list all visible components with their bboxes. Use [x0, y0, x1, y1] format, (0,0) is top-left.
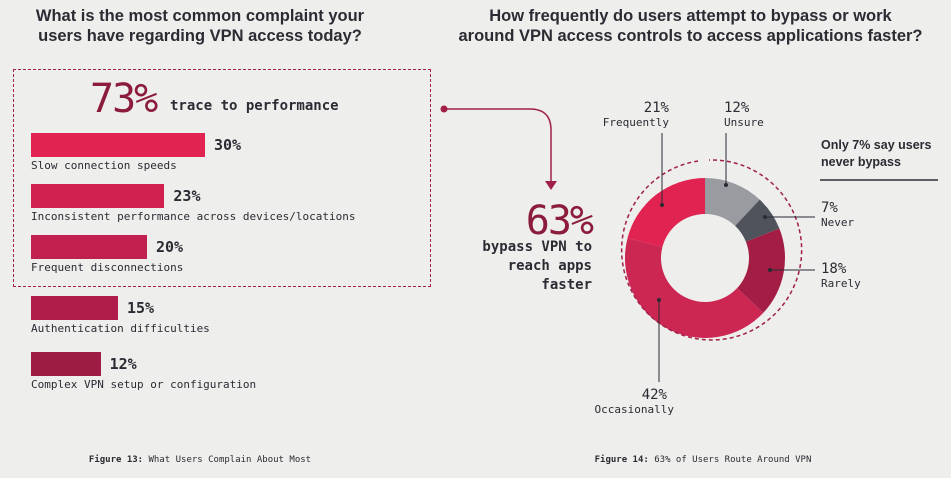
label-occasionally-pct: 42% [641, 387, 667, 403]
donut-slice-rarely [737, 228, 785, 313]
connector-arrow [545, 181, 557, 190]
bypass-line2: reach apps [507, 258, 592, 274]
figure-14-prefix: Figure 14: [594, 455, 649, 465]
bypass-label: bypass VPN to reach apps faster [440, 238, 592, 295]
donut-slice-unsure [705, 178, 760, 226]
donut-slice-frequently [627, 178, 705, 248]
label-unsure-pct: 12% [724, 100, 750, 116]
figure-14-caption: Figure 14: 63% of Users Route Around VPN [553, 455, 853, 465]
never-bypass-note: Only 7% say users never bypass [821, 137, 931, 171]
label-rarely-name: Rarely [821, 277, 861, 290]
donut-slice-occasionally [625, 238, 764, 338]
right-title-line1: How frequently do users attempt to bypas… [489, 7, 892, 25]
leader-frequently-dot [660, 203, 664, 207]
bypass-percent: 63% [525, 198, 594, 244]
label-occasionally: 42% Occasionally [584, 387, 674, 416]
label-rarely-pct: 18% [821, 261, 847, 277]
bar-value-label-5: 12% [109, 355, 137, 373]
bar-value-label-3: 20% [156, 238, 184, 256]
performance-percent: 73% [90, 76, 158, 122]
bar-category-label-2: Inconsistent performance across devices/… [31, 210, 356, 223]
connector-line [444, 108, 552, 185]
bar-category-label-1: Slow connection speeds [31, 159, 177, 172]
label-frequently: 21% Frequently [599, 100, 669, 129]
label-never-pct: 7% [821, 200, 838, 216]
performance-label: trace to performance [170, 98, 339, 114]
bar-2 [31, 184, 165, 208]
bar-value-label-2: 23% [173, 187, 201, 205]
donut-slice-never [735, 199, 780, 242]
label-rarely: 18% Rarely [821, 261, 861, 290]
leader-occasionally-dot [657, 298, 661, 302]
label-unsure: 12% Unsure [724, 100, 764, 129]
bar-3 [31, 235, 147, 259]
bar-category-label-5: Complex VPN setup or configuration [31, 378, 257, 391]
note-line1: Only 7% say users [821, 138, 932, 152]
bar-category-label-4: Authentication difficulties [31, 322, 210, 335]
label-frequently-pct: 21% [643, 100, 669, 116]
figure-13-caption: Figure 13: What Users Complain About Mos… [0, 455, 400, 465]
label-never: 7% Never [821, 200, 854, 229]
figure-13-prefix: Figure 13: [88, 455, 144, 465]
figure-14-text: 63% of Users Route Around VPN [654, 455, 812, 465]
label-frequently-name: Frequently [602, 116, 669, 129]
left-title-line1: What is the most common complaint your [35, 7, 365, 25]
note-line2: never bypass [821, 155, 901, 169]
right-title-line2: around VPN access controls to access app… [458, 27, 923, 45]
label-occasionally-name: Occasionally [594, 403, 674, 416]
bypass-line1: bypass VPN to [482, 239, 592, 255]
bar-4 [31, 296, 118, 320]
left-title-line2: users have regarding VPN access today? [38, 27, 362, 45]
bar-value-label-1: 30% [214, 136, 242, 154]
bar-5 [31, 352, 101, 376]
figure-13-text: What Users Complain About Most [148, 455, 312, 465]
bypass-line3: faster [541, 277, 592, 293]
donut-dashed-outline [620, 159, 803, 341]
bar-value-label-4: 15% [127, 299, 155, 317]
left-chart-title: What is the most common complaint your u… [0, 6, 400, 46]
leader-rarely-dot [768, 268, 772, 272]
bar-category-label-3: Frequent disconnections [31, 261, 184, 274]
label-never-name: Never [821, 216, 855, 229]
bar-1 [31, 133, 205, 157]
leader-never-dot [763, 215, 767, 219]
performance-highlight-box [13, 69, 431, 287]
label-unsure-name: Unsure [724, 116, 764, 129]
leader-unsure-dot [724, 183, 728, 187]
right-chart-title: How frequently do users attempt to bypas… [430, 6, 951, 46]
